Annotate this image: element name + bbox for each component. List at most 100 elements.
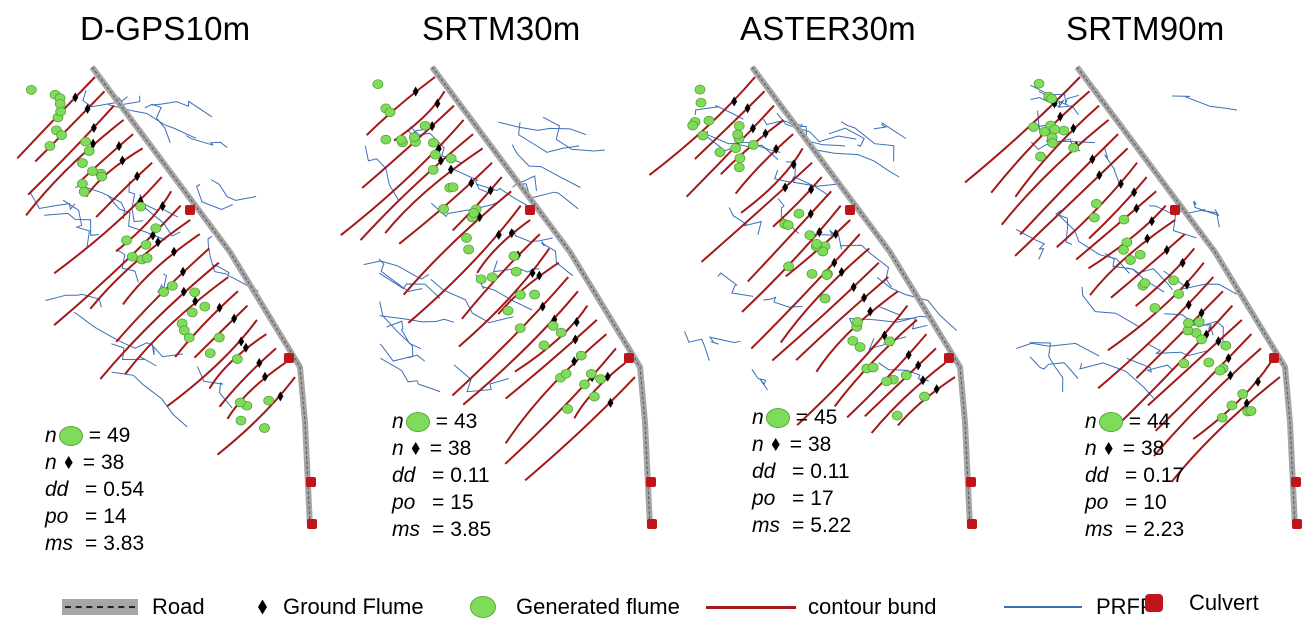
stat-n-label: n (392, 437, 404, 460)
culvert-marker (284, 353, 294, 363)
stat-n-ground: 38 (100, 451, 125, 474)
culvert-marker (624, 353, 634, 363)
equals-sign: = (85, 478, 98, 501)
prfp-stream (196, 366, 233, 409)
contour-bund (700, 161, 813, 263)
contour-bund (462, 290, 579, 406)
generated-flume-marker (231, 354, 243, 364)
prfp-stream (1054, 210, 1073, 245)
contour-bund (990, 90, 1091, 194)
contour-bund (795, 276, 889, 361)
stat-n-label: n (1085, 437, 1097, 460)
ground-flume-marker (536, 270, 543, 281)
stat-n-generated: 49 (106, 424, 131, 447)
generated-flume-marker (687, 120, 699, 131)
prfp-stream (210, 179, 257, 202)
stat-po-label: po (1085, 491, 1109, 514)
ground-flume-marker (1163, 245, 1170, 256)
generated-flume-marker (1183, 318, 1194, 328)
stat-ms-value: 2.23 (1143, 518, 1185, 541)
contour-bund (1097, 276, 1215, 390)
contour-bund (504, 333, 608, 444)
prfp-stream (1081, 286, 1140, 328)
generated-flume-marker (733, 162, 745, 173)
generated-flume-marker (529, 289, 540, 300)
generated-flume-marker (235, 415, 247, 426)
prfp-stream (207, 235, 228, 275)
generated-flume-marker (555, 327, 567, 338)
panel-title-dgps10m: D-GPS10m (80, 10, 251, 47)
equals-sign: = (792, 514, 805, 537)
generated-flume-marker (419, 120, 431, 131)
contour-bund (870, 361, 947, 434)
ground-flume-marker (216, 302, 223, 313)
panel-title-aster30m: ASTER30m (740, 10, 916, 47)
generated-flume-marker (1118, 244, 1129, 255)
prfp-stream (185, 135, 228, 148)
contour-bund-line-icon (706, 605, 796, 609)
stat-ms-label: ms (45, 532, 73, 555)
contour-bund (514, 305, 589, 373)
stat-po-value: 14 (103, 505, 127, 528)
equals-sign: = (435, 410, 448, 433)
equals-sign: = (429, 437, 442, 460)
legend-generated-flume: Generated flume (470, 594, 680, 620)
generated-flume-marker (395, 134, 407, 145)
generated-flume-marker (54, 98, 66, 109)
road-centerline (91, 66, 311, 528)
ground-flume-marker (231, 313, 238, 324)
prfp-stream (751, 369, 769, 391)
ground-flume-marker (1198, 308, 1205, 319)
ground-flume-diamond-icon (1104, 442, 1113, 455)
prfp-stream (128, 181, 144, 223)
generated-flume-marker (733, 121, 745, 131)
generated-flume-marker (1245, 406, 1257, 416)
contour-bund (122, 233, 201, 305)
generated-flume-marker (1028, 122, 1039, 132)
contour-bund (750, 233, 861, 350)
generated-flume-marker (463, 244, 474, 255)
ground-flume-marker (448, 164, 455, 175)
prfp-stream (1029, 342, 1064, 393)
stat-dd-label: dd (1085, 464, 1109, 487)
generated-flume-marker (427, 164, 439, 175)
generated-flume-marker (697, 130, 709, 141)
prfp-stream (877, 305, 928, 330)
generated-flume-marker (83, 146, 95, 156)
ground-flume-marker (539, 301, 546, 312)
contour-bund (193, 304, 249, 359)
generated-flume-marker (703, 115, 715, 126)
ground-flume-marker (171, 246, 178, 257)
generated-flume-marker (447, 182, 459, 193)
road-centerline (1076, 66, 1296, 528)
contour-bund (451, 176, 503, 232)
prfp-line-icon (1004, 606, 1082, 608)
contour-bund (226, 361, 287, 420)
generated-flume-marker (502, 305, 514, 316)
contour-bund (846, 333, 928, 419)
generated-flume-marker (1214, 365, 1226, 376)
equals-sign: = (1128, 410, 1141, 433)
contour-bund (1014, 147, 1129, 257)
ground-flume-marker (277, 391, 284, 402)
prfp-stream (144, 103, 171, 143)
contour-bund (771, 261, 880, 362)
contour-bund (174, 290, 239, 358)
generated-flume-marker (141, 253, 153, 263)
prfp-stream (809, 148, 900, 178)
generated-flume-marker (475, 274, 487, 285)
generated-flume-marker (867, 362, 879, 373)
equals-sign: = (792, 460, 805, 483)
prfp-stream (107, 104, 197, 139)
ground-flume-marker (861, 292, 868, 303)
generated-flume-marker (547, 320, 559, 331)
generated-flume-marker (1068, 142, 1080, 153)
contour-bund (1192, 362, 1272, 440)
generated-flume-marker (510, 266, 522, 277)
prfp-stream (107, 194, 166, 241)
generated-flume-marker (1125, 255, 1136, 265)
generated-flume-marker (847, 335, 859, 346)
culvert-marker (1170, 205, 1180, 215)
contour-bund (1019, 133, 1119, 236)
prfp-stream (876, 277, 958, 331)
